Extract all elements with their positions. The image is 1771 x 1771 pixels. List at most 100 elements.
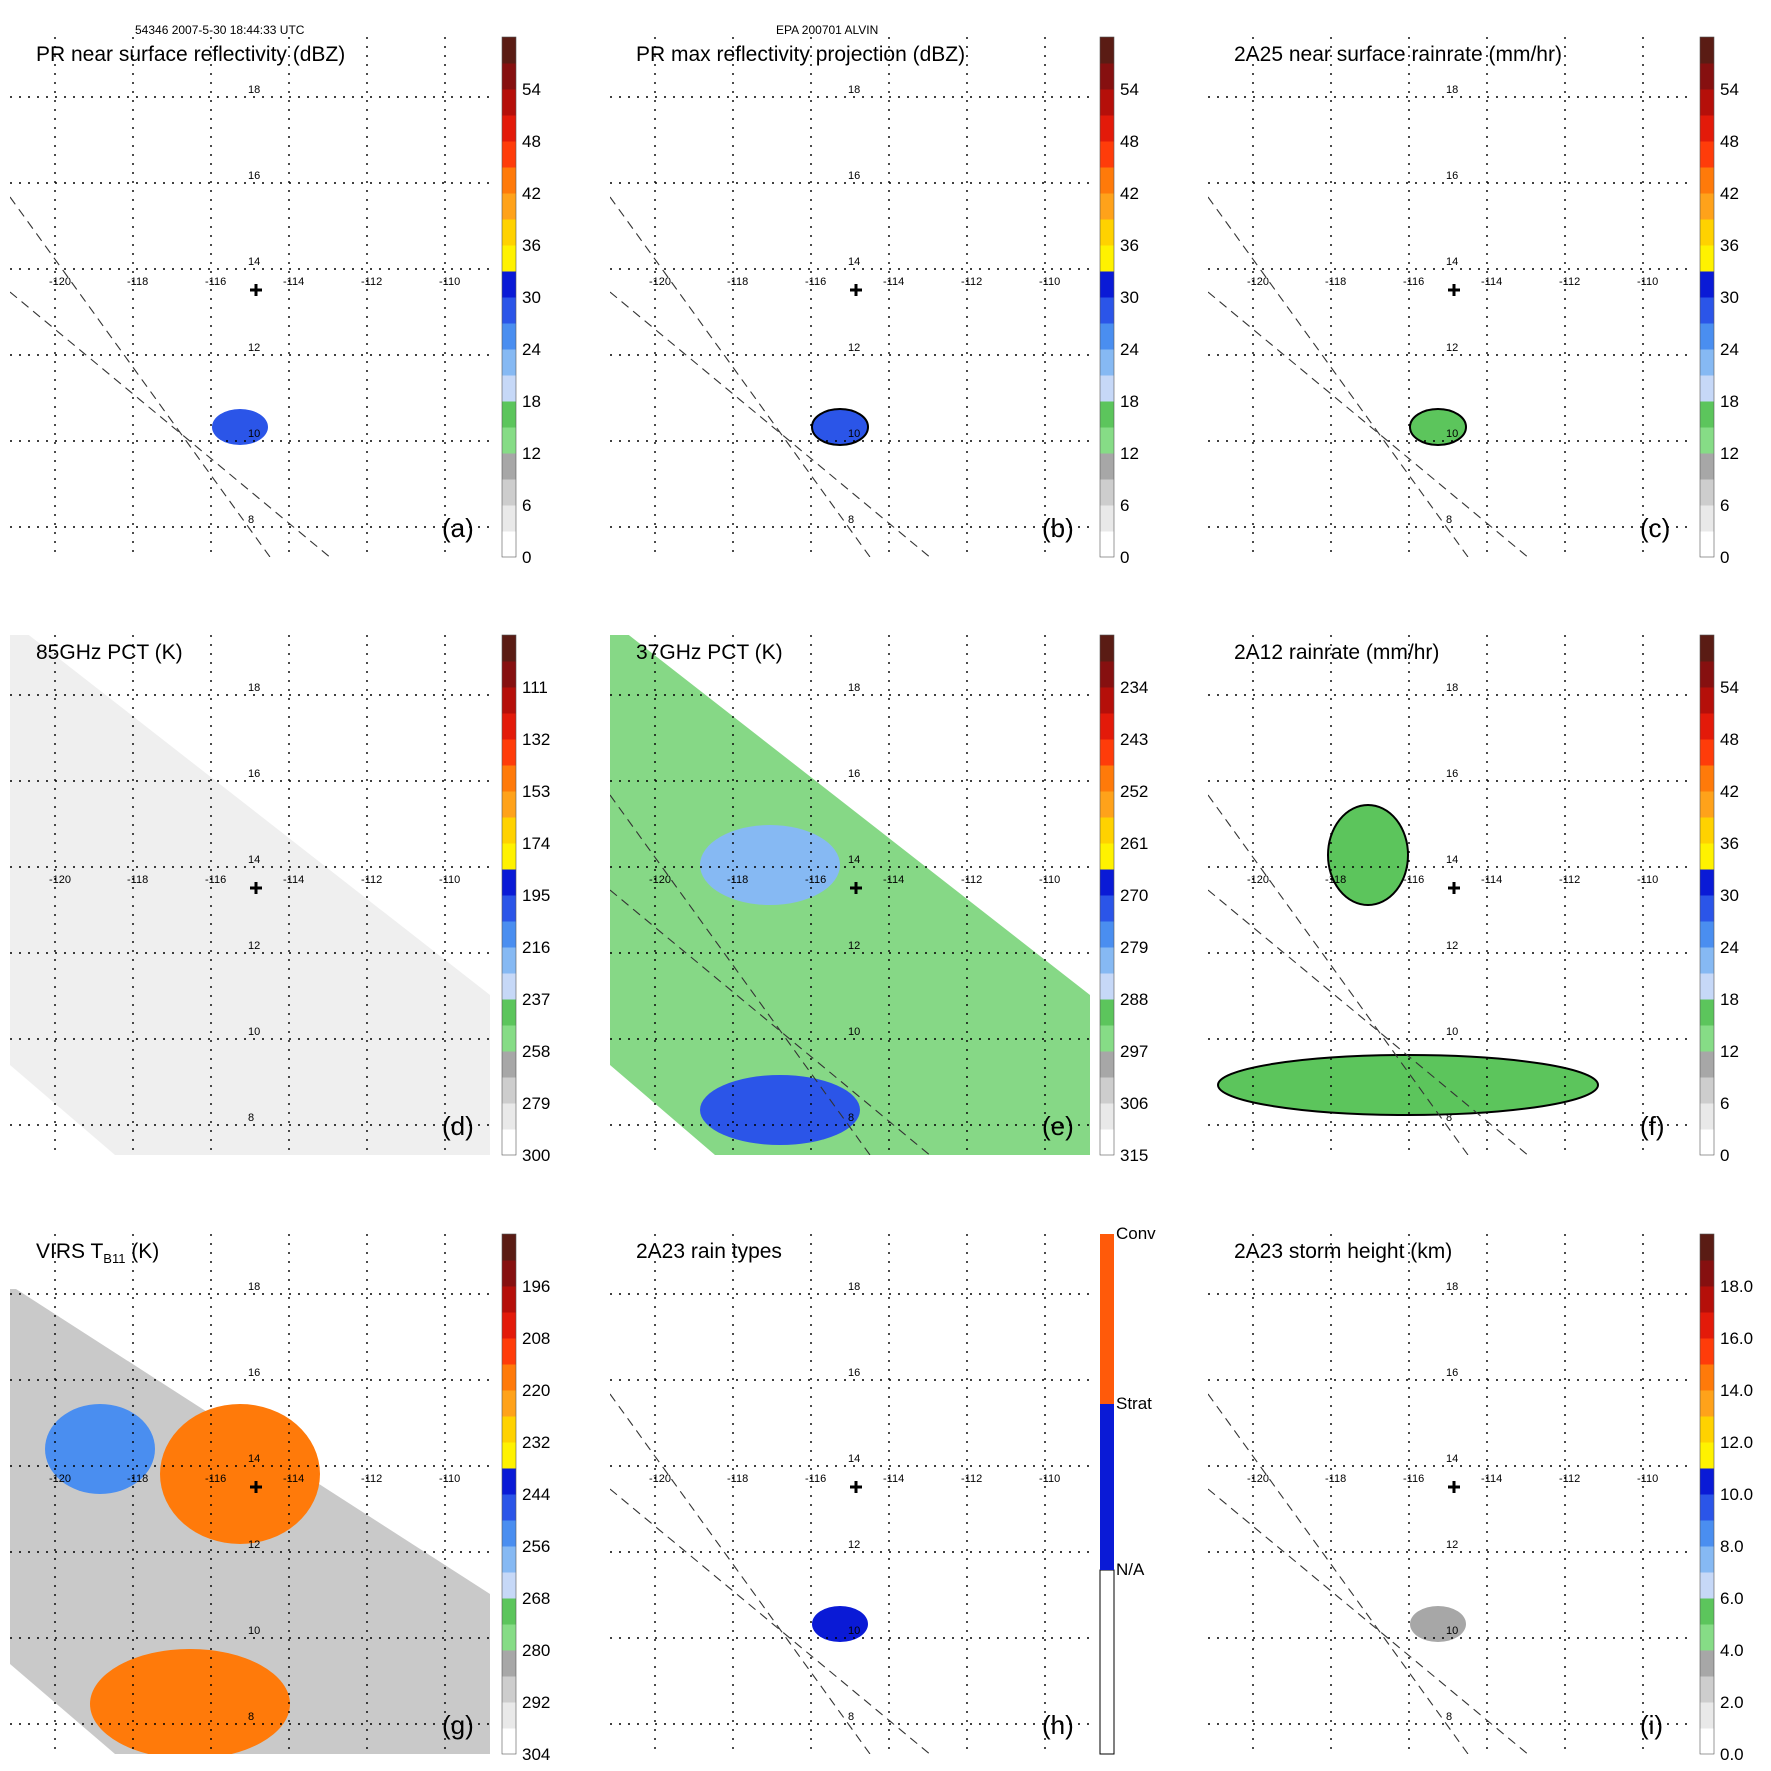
panel-d-map: [10, 635, 490, 1155]
colorbar-tick-label: 0: [522, 548, 531, 567]
colorbar-frame: [1699, 1233, 1715, 1755]
colorbar-segment: [1100, 323, 1114, 350]
colorbar-tick-label: 220: [522, 1381, 550, 1400]
panel-d: -120 -118 -116 -114 -112 -110 18 16 14 12 10 8 85GHz…: [10, 634, 550, 1165]
echo-region: [811, 408, 869, 446]
colorbar-tick-label: 0: [1720, 548, 1729, 567]
colorbar-tick-label: 315: [1120, 1146, 1148, 1165]
colorbar-tick-label: 54: [522, 80, 541, 99]
colorbar-segment: [502, 1364, 516, 1391]
colorbar-tick-label: 6: [1720, 1094, 1729, 1113]
colorbar-tick-label: 279: [522, 1094, 550, 1113]
colorbar-segment: [1700, 921, 1714, 948]
lat-label: 16: [848, 768, 860, 780]
lon-label: -112: [361, 1473, 382, 1485]
colorbar-frame: [1699, 634, 1715, 1156]
panel-title: VIRS TB11 (K): [36, 1240, 159, 1266]
colorbar-frame: [1699, 36, 1715, 558]
colorbar-tick-label: 12: [1120, 444, 1139, 463]
colorbar-segment: [502, 323, 516, 350]
swath-edge: [610, 196, 871, 557]
rain-region: [1217, 1054, 1599, 1116]
colorbar-segment: [1100, 245, 1114, 272]
panel-label: (i): [1640, 1710, 1663, 1740]
lat-label: 14: [1446, 1453, 1458, 1465]
panel-g-map: [10, 1234, 490, 1754]
colorbar-tick-label: 14.0: [1720, 1381, 1753, 1400]
colorbar-segment: [1700, 1676, 1714, 1703]
colorbar-segment: [502, 687, 516, 714]
colorbar-tick-label: Conv: [1116, 1224, 1156, 1243]
colorbar-segment: [502, 739, 516, 766]
colorbar-segment: [1100, 401, 1114, 428]
colorbar-tick-label: 18: [522, 392, 541, 411]
colorbar-segment: [1100, 843, 1114, 870]
colorbar-segment: [1700, 63, 1714, 90]
colorbar-segment: [1700, 1077, 1714, 1104]
colorbar-tick-label: 111: [522, 678, 548, 697]
panels: -120 -118 -116 -114 -112 -110 18 16 14 12 10 8 PR ne…: [10, 36, 1753, 1764]
swath-edge: [610, 889, 931, 1155]
lon-label: -116: [1403, 276, 1424, 288]
swath-edge: [610, 291, 931, 557]
colorbar-segment: [502, 1650, 516, 1677]
swath-edge: [1208, 291, 1529, 557]
lat-label: 16: [248, 1367, 260, 1379]
colorbar-tick-label: 24: [1720, 340, 1739, 359]
colorbar-na: [1099, 1569, 1115, 1755]
colorbar-tick-label: 261: [1120, 834, 1148, 853]
panel-h-map: [610, 1234, 1090, 1754]
colorbar-segment: [1100, 947, 1114, 974]
colorbar-segment: [1700, 999, 1714, 1026]
panel-b-map: [610, 37, 1090, 557]
lon-label: -110: [439, 874, 460, 886]
lat-label: 12: [248, 342, 260, 354]
panel-h: -120 -118 -116 -114 -112 -110 18 16 14 12 10 8 2A23 …: [610, 1224, 1156, 1755]
colorbar-segment: [502, 1390, 516, 1417]
colorbar-segment: [502, 401, 516, 428]
lon-label: -120: [1247, 874, 1269, 886]
lat-label: 18: [248, 1281, 260, 1293]
colorbar-segment: [1100, 115, 1114, 142]
colorbar-segment: [1100, 141, 1114, 168]
colorbar-segment: [1100, 895, 1114, 922]
lon-label: -120: [649, 874, 671, 886]
lon-label: -110: [439, 276, 460, 288]
colorbar-tick-label: 153: [522, 782, 550, 801]
colorbar-segment: [502, 167, 516, 194]
panel-title: 2A12 rainrate (mm/hr): [1234, 641, 1439, 664]
lat-label: 12: [848, 1539, 860, 1551]
lat-label: 14: [848, 256, 860, 268]
storm-center-marker: [1448, 1481, 1460, 1493]
panel-g: -120 -118 -116 -114 -112 -110 18 16 14 12 10 8 VIRS …: [10, 1233, 550, 1764]
colorbar-tick-label: 258: [522, 1042, 550, 1061]
lat-label: 10: [848, 428, 860, 440]
echo-region: [1409, 408, 1467, 446]
lon-label: -114: [883, 874, 904, 886]
colorbar-tick-label: 6: [1120, 496, 1129, 515]
colorbar-tick-label: 30: [1120, 288, 1139, 307]
lon-label: -112: [961, 874, 982, 886]
lat-label: 14: [848, 854, 860, 866]
colorbar-tick-label: 48: [1120, 132, 1139, 151]
colorbar-tick-label: 270: [1120, 886, 1148, 905]
colorbar-segment: [1100, 1025, 1114, 1052]
lon-label: -116: [1403, 874, 1424, 886]
lon-label: -118: [127, 874, 148, 886]
colorbar-tick-label: 48: [1720, 730, 1739, 749]
colorbar-frame: [501, 36, 517, 558]
colorbar-tick-label: 132: [522, 730, 550, 749]
colorbar-segment: [1700, 1546, 1714, 1573]
case-header: EPA 200701 ALVIN: [776, 23, 878, 37]
panel-e: -120 -118 -116 -114 -112 -110 18 16 14 12 10 8 37GHz…: [610, 634, 1148, 1165]
colorbar-tick-label: 292: [522, 1693, 550, 1712]
lon-label: -118: [727, 1473, 748, 1485]
lon-label: -120: [49, 874, 71, 886]
colorbar-segment: [1100, 1051, 1114, 1078]
colorbar-tick-label: 12: [522, 444, 541, 463]
colorbar-segment: [502, 921, 516, 948]
colorbar-frame: [501, 634, 517, 1156]
colorbar-segment: [1700, 765, 1714, 792]
panel-i-map: [1208, 1234, 1688, 1754]
colorbar-segment: [1100, 921, 1114, 948]
